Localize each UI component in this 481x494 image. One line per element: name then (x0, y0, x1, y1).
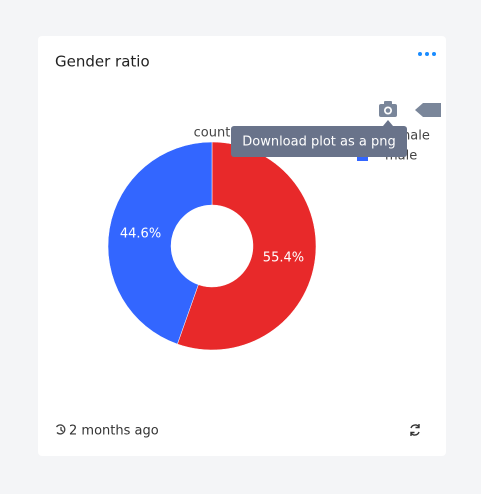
camera-icon[interactable] (379, 101, 397, 117)
tooltip-text: Download plot as a png (242, 135, 396, 150)
slice-label: 44.6% (120, 226, 161, 241)
chart-title: count (194, 126, 231, 141)
card (38, 36, 446, 456)
slice-label: 55.4% (263, 251, 304, 266)
footer-time: 2 months ago (69, 424, 159, 439)
history-icon (55, 424, 66, 435)
card-title: Gender ratio (55, 53, 150, 71)
tooltip: Download plot as a png (231, 120, 407, 157)
pie-slice (107, 141, 213, 345)
refresh-icon[interactable] (410, 424, 420, 436)
menu-dots[interactable] (418, 52, 436, 56)
plotly-logo[interactable] (415, 103, 441, 117)
